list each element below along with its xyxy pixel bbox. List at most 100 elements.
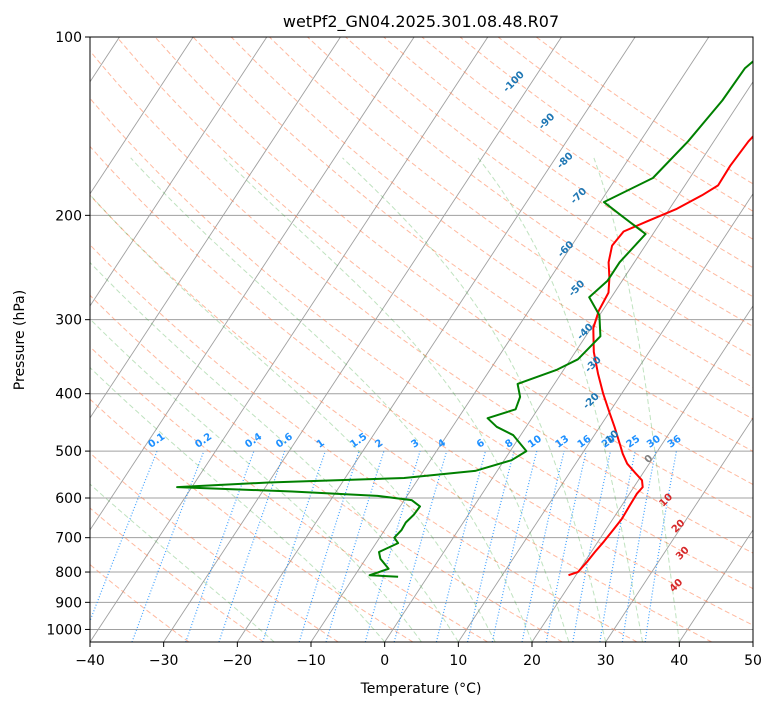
mixing-ratio-label: 8 [503,438,515,451]
isotherm-line [90,37,268,307]
dry-adiabat-line [90,563,190,642]
dry-adiabat-line [90,244,638,642]
mixing-ratio-label: 36 [666,434,684,451]
isotherm-line [90,37,194,195]
mixing-ratio-line [435,450,487,642]
x-axis-label: Temperature (°C) [360,681,482,697]
moist-adiabat-line [90,194,496,642]
moist-adiabat-line [593,157,680,642]
isotherm-line [457,193,753,642]
dry-adiabat-line [90,507,264,642]
moist-adiabat-line [477,157,643,642]
y-tick-label: 800 [55,565,82,581]
mixing-ratio-label: 13 [554,434,572,451]
moist-adiabat-line [130,157,533,642]
mixing-ratio-line [218,450,286,642]
mixing-ratio-line [185,450,255,642]
mixing-ratio-line [521,450,565,642]
mixing-ratio-line [90,450,158,623]
x-axis: −40 −30 −20 −10 0 10 20 30 40 50 [75,642,762,669]
dry-adiabat-line [90,145,753,626]
moist-adiabat-line [90,483,275,642]
dry-adiabat-line [90,194,712,642]
isotherm-line [531,305,753,642]
dry-adiabat-line [116,37,753,519]
mixing-ratio-label: 10 [526,434,544,451]
dry-adiabat-line [459,37,753,240]
isotherm-line [163,37,562,642]
mixing-ratio-line [364,450,421,642]
y-tick-label: 1000 [46,622,82,638]
dry-adiabat-line [90,97,753,590]
x-tick-label: 10 [449,653,467,669]
x-tick-label: 20 [523,653,541,669]
mixing-ratio-line [644,450,677,642]
y-tick-label: 200 [55,208,82,224]
mixing-ratio-label: 6 [475,438,487,451]
mixing-ratio-label: 30 [645,434,663,451]
mixing-ratio-label: 25 [625,434,643,451]
mixing-ratio-line [491,450,538,642]
y-tick-label: 700 [55,531,82,547]
x-tick-label: 50 [744,653,762,669]
moist-adiabat-line [342,157,607,642]
mixing-ratio-line [131,450,205,642]
dry-adiabat-line [90,452,339,642]
moist-adiabat-label: 40 [668,577,686,595]
mixing-ratio-line [325,450,385,642]
mixing-ratio-line [298,450,360,642]
plot-background-lines [90,37,753,642]
y-tick-label: 300 [55,313,82,329]
x-tick-label: −30 [149,653,179,669]
y-axis: 100 200 300 400 500 600 700 800 900 1000 [46,30,90,638]
plot-frame [89,36,754,643]
dry-adiabat-line [90,398,414,642]
dry-adiabat-line [307,37,753,358]
y-tick-label: 500 [55,444,82,460]
mixing-ratio-label: 1 [315,438,327,451]
mixing-ratio-label: 16 [576,434,594,451]
moist-adiabat-line [223,157,570,642]
mixing-ratio-line [393,450,448,642]
dry-adiabat-label: -50 [567,279,588,300]
isotherm-line [90,37,415,531]
isotherm-line [605,417,753,642]
mixing-ratio-label: 0.4 [243,431,264,450]
mixing-ratio-label: 0.2 [193,431,214,450]
dry-adiabat-line [90,346,488,642]
x-tick-label: −20 [223,653,253,669]
mixing-ratio-label: 2 [373,438,385,451]
dry-adiabat-line [90,294,563,642]
dry-adiabat-line [269,37,753,389]
isotherm-line [678,529,753,642]
dry-adiabat-label: -30 [583,355,604,376]
chart-title: wetPf2_GN04.2025.301.08.48.R07 [283,12,559,32]
mixing-ratio-label: 3 [409,438,421,451]
mixing-ratio-line [545,450,587,642]
moist-adiabat-line [90,366,386,642]
mixing-ratio-line [572,450,612,642]
dry-adiabat-line [154,37,753,485]
dry-adiabat-label: -70 [569,186,590,207]
isotherm-line [384,80,753,642]
mixing-ratio-label: 0.1 [146,431,167,450]
dry-adiabat-line [230,37,753,420]
dry-adiabat-label: -90 [537,112,558,133]
isotherm-line [752,641,753,642]
mixing-ratio-line [262,450,326,642]
y-axis-label: Pressure (hPa) [12,290,28,390]
mixing-ratio-line [599,450,636,642]
x-tick-label: 0 [380,653,389,669]
moist-adiabat-line [90,318,422,642]
moist-adiabat-label: 30 [674,545,692,563]
isotherm-line [90,37,341,419]
temperature-line [568,135,753,577]
y-tick-label: 900 [55,595,82,611]
mixing-ratio-line [466,450,515,642]
dewpoint-line [176,60,753,578]
plot-series [176,60,753,578]
y-tick-label: 400 [55,387,82,403]
y-tick-label: 100 [55,30,82,46]
y-tick-label: 600 [55,491,82,507]
